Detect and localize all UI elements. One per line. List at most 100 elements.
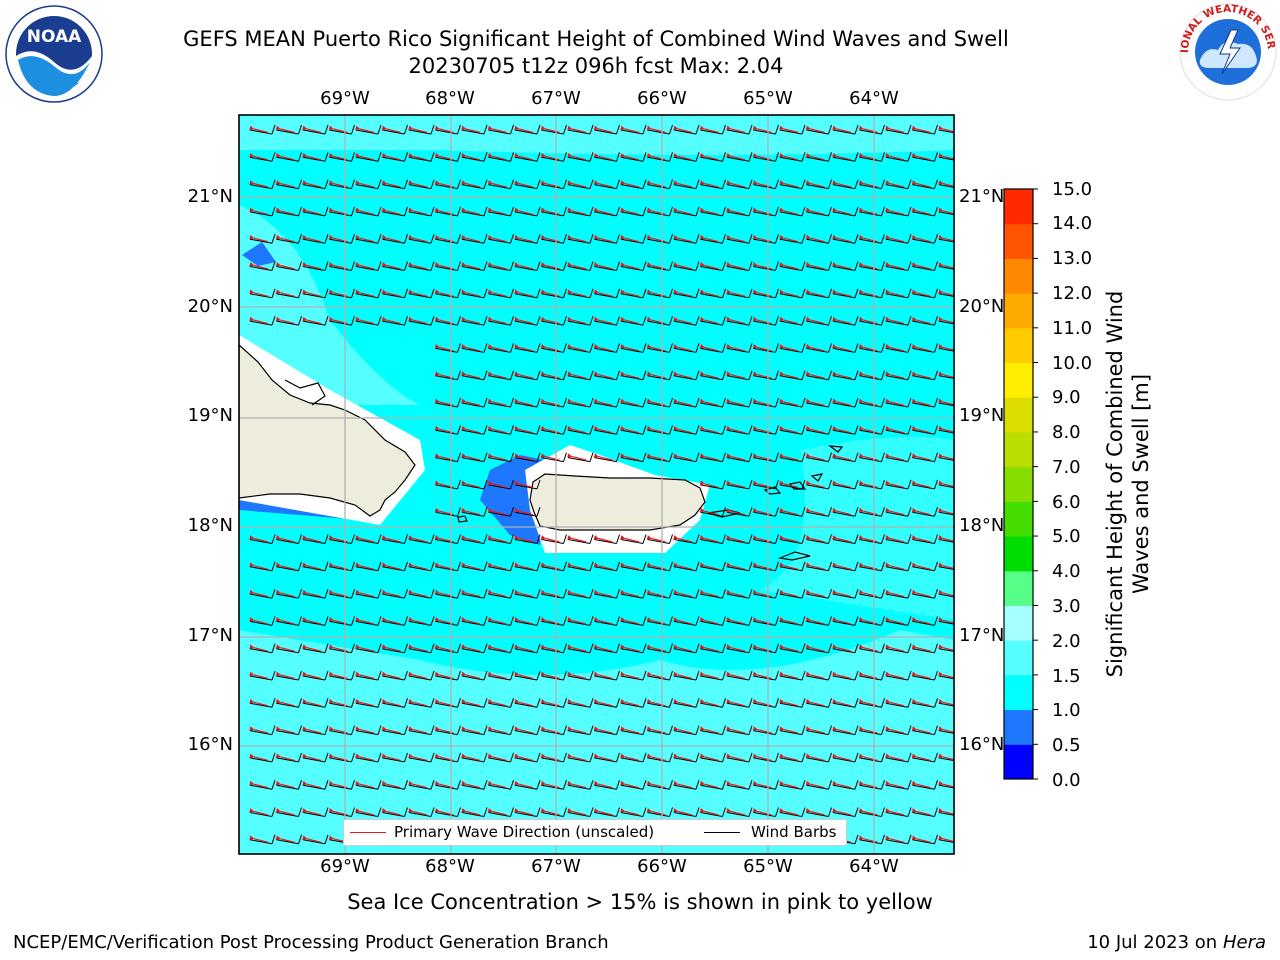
wave-direction-arrow — [540, 262, 560, 270]
wind-barb-feather — [907, 234, 912, 244]
wave-direction-arrow — [911, 780, 931, 789]
wind-barb — [859, 839, 882, 845]
wave-direction-arrow — [646, 753, 666, 761]
wind-barb — [382, 266, 405, 271]
wave-direction-arrow — [487, 425, 507, 434]
wind-barb — [806, 293, 829, 299]
wind-barb-feather — [801, 752, 806, 763]
wave-direction-arrow — [355, 207, 375, 215]
wind-barb — [726, 675, 750, 681]
wind-barb-feather — [642, 561, 647, 571]
wave-direction-arrow — [302, 562, 322, 570]
wave-direction-arrow — [858, 589, 878, 598]
wave-direction-arrow — [805, 234, 825, 243]
wind-barb-feather — [483, 616, 488, 626]
wind-barb — [726, 511, 750, 517]
wave-direction-arrow — [673, 698, 693, 707]
wind-barb — [779, 129, 803, 135]
wind-barb — [461, 702, 485, 708]
wind-barb-feather — [854, 288, 859, 298]
wave-direction-arrow — [938, 507, 954, 515]
wind-barb — [541, 184, 564, 190]
wave-direction-arrow — [673, 753, 693, 761]
wind-barb — [912, 539, 935, 544]
wind-barb — [779, 429, 803, 435]
wind-barb-feather — [669, 206, 673, 217]
wave-direction-arrow — [726, 425, 746, 434]
wind-barb-feather — [483, 343, 488, 353]
wind-barb-feather — [748, 698, 753, 708]
wind-barb — [329, 266, 352, 271]
wind-barb — [461, 429, 485, 435]
wind-barb — [700, 702, 723, 708]
wind-barb-feather — [324, 288, 329, 298]
wind-barb — [514, 484, 538, 490]
wind-barb — [355, 566, 379, 572]
wind-barb — [276, 812, 299, 817]
wind-barb — [726, 620, 750, 626]
wave-direction-arrow — [938, 589, 954, 597]
wave-direction-arrow — [514, 726, 534, 734]
wave-direction-arrow — [858, 562, 878, 570]
wave-direction-arrow — [381, 644, 401, 652]
wind-barb — [859, 320, 882, 326]
wind-barb — [514, 675, 538, 681]
wave-direction-arrow — [699, 808, 719, 816]
wave-direction-arrow — [673, 289, 693, 297]
wind-barb-feather — [801, 507, 806, 517]
lon-label-top: 66°W — [637, 88, 687, 109]
wave-direction-arrow — [620, 698, 640, 707]
wind-barb — [806, 156, 829, 162]
wind-barb — [700, 484, 723, 490]
wave-direction-arrow — [620, 234, 640, 243]
wind-barb-feather — [483, 152, 488, 162]
wind-barb — [541, 347, 564, 353]
wind-barb — [514, 238, 538, 244]
wind-barb-feather — [775, 452, 779, 462]
colorbar-tick-label: 1.0 — [1052, 700, 1081, 721]
wind-barb-feather — [563, 752, 567, 763]
wind-barb-feather — [961, 316, 964, 325]
wind-barb — [673, 730, 697, 736]
wind-barb — [435, 429, 458, 435]
wind-barb-feather — [271, 725, 276, 735]
wave-direction-arrow — [355, 152, 375, 161]
wind-barb-feather — [881, 288, 885, 298]
wave-direction-arrow — [858, 808, 878, 816]
lon-label-bottom: 69°W — [320, 856, 370, 877]
wave-direction-arrow — [646, 671, 666, 680]
wind-barb — [488, 539, 511, 544]
wave-direction-arrow — [885, 507, 905, 516]
wave-direction-arrow — [938, 617, 954, 624]
wave-direction-arrow — [832, 398, 852, 407]
wave-direction-arrow — [805, 289, 825, 297]
wind-barb-feather — [828, 670, 832, 681]
wind-barb-feather — [271, 179, 276, 189]
wind-barb-feather — [695, 534, 700, 544]
wave-direction-arrow — [858, 125, 878, 134]
wind-barb-feather — [404, 261, 408, 271]
wind-barb-feather — [616, 343, 620, 353]
wind-barbs-and-wave-arrows — [249, 124, 964, 845]
wave-direction-arrow — [752, 316, 772, 325]
wind-barb-feather — [669, 343, 673, 353]
wind-barb-feather — [722, 315, 726, 326]
wind-barb-feather — [483, 780, 488, 790]
wind-barb-feather — [351, 206, 355, 217]
wind-barb — [726, 320, 750, 326]
wind-barb-feather — [298, 179, 302, 189]
wind-barb-feather — [563, 370, 567, 380]
wind-barb-feather — [669, 261, 673, 271]
wind-barb — [302, 593, 326, 599]
wind-barb — [620, 620, 644, 626]
wind-barb — [488, 347, 511, 353]
wave-direction-arrow — [779, 671, 799, 680]
wind-barb-feather — [642, 315, 647, 326]
wind-barb — [594, 730, 617, 736]
wave-direction-arrow — [408, 125, 428, 134]
wind-barb — [726, 129, 750, 135]
wind-barb — [779, 675, 803, 681]
wind-barb — [859, 812, 882, 817]
wind-barb-feather — [536, 397, 541, 408]
wind-barb — [673, 293, 697, 299]
